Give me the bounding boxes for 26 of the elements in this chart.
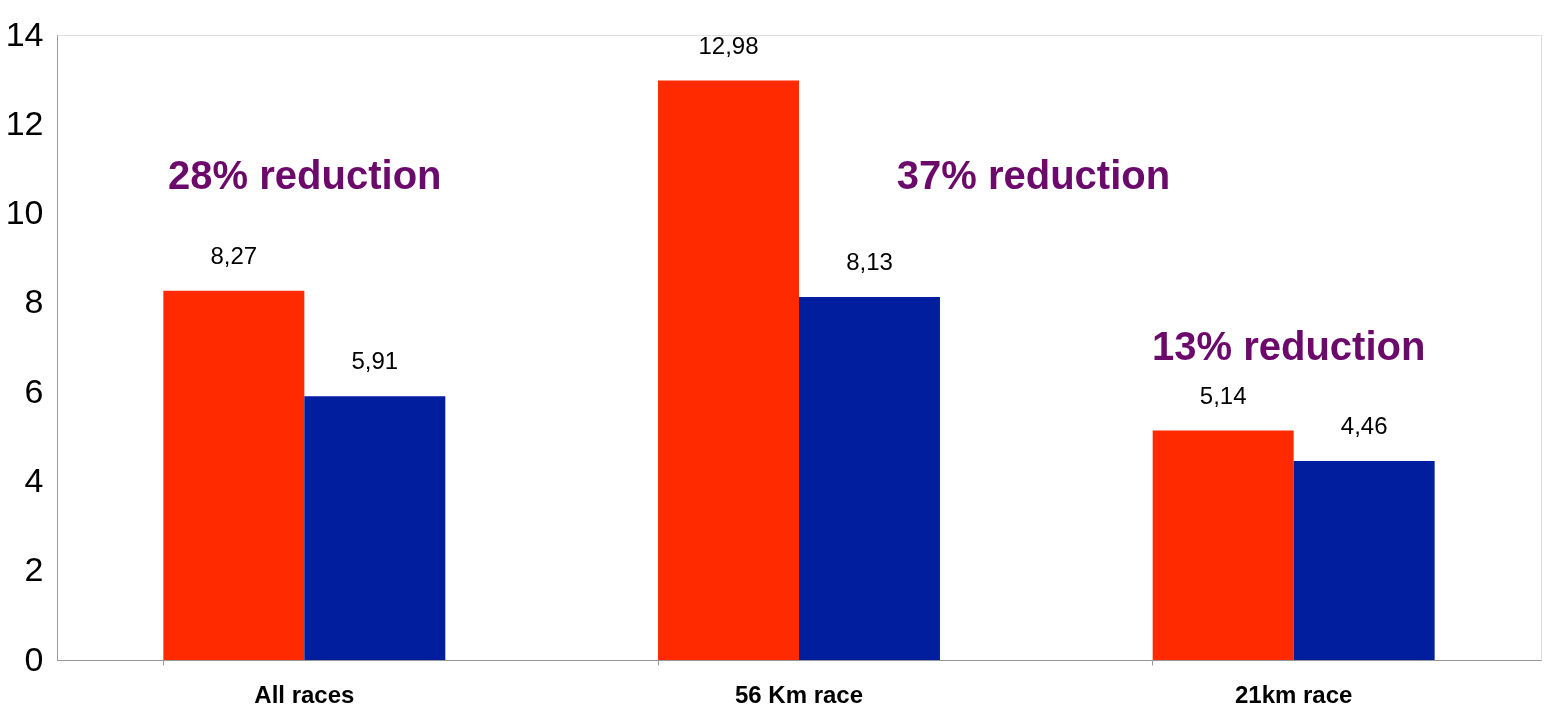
bar (163, 290, 305, 660)
y-tick-label: 10 (5, 193, 44, 232)
bar (1152, 430, 1294, 660)
data-label: 5,91 (351, 347, 399, 375)
x-tick-label: 21km race (1234, 680, 1353, 708)
x-tick-label: 56 Km race (734, 680, 864, 708)
bar (799, 297, 940, 660)
annotation: 37% reduction (896, 152, 1171, 197)
y-tick-label: 14 (5, 14, 44, 53)
bar (1293, 460, 1435, 660)
annotation: 13% reduction (1152, 323, 1426, 368)
bar (658, 80, 799, 660)
y-tick-label: 12 (5, 103, 44, 142)
annotation: 28% reduction (168, 152, 442, 197)
y-tick-label: 8 (24, 282, 44, 321)
data-label: 12,98 (698, 31, 759, 59)
data-label: 5,14 (1199, 381, 1247, 409)
data-label: 8,13 (846, 248, 893, 276)
x-tick-label: All races (254, 680, 355, 708)
y-tick-label: 4 (24, 460, 44, 499)
y-tick-label: 6 (24, 371, 44, 410)
y-tick-label: 0 (24, 639, 44, 678)
bar (304, 396, 446, 660)
y-tick-label: 2 (24, 550, 44, 589)
data-label: 8,27 (210, 241, 258, 269)
data-label: 4,46 (1340, 411, 1388, 439)
